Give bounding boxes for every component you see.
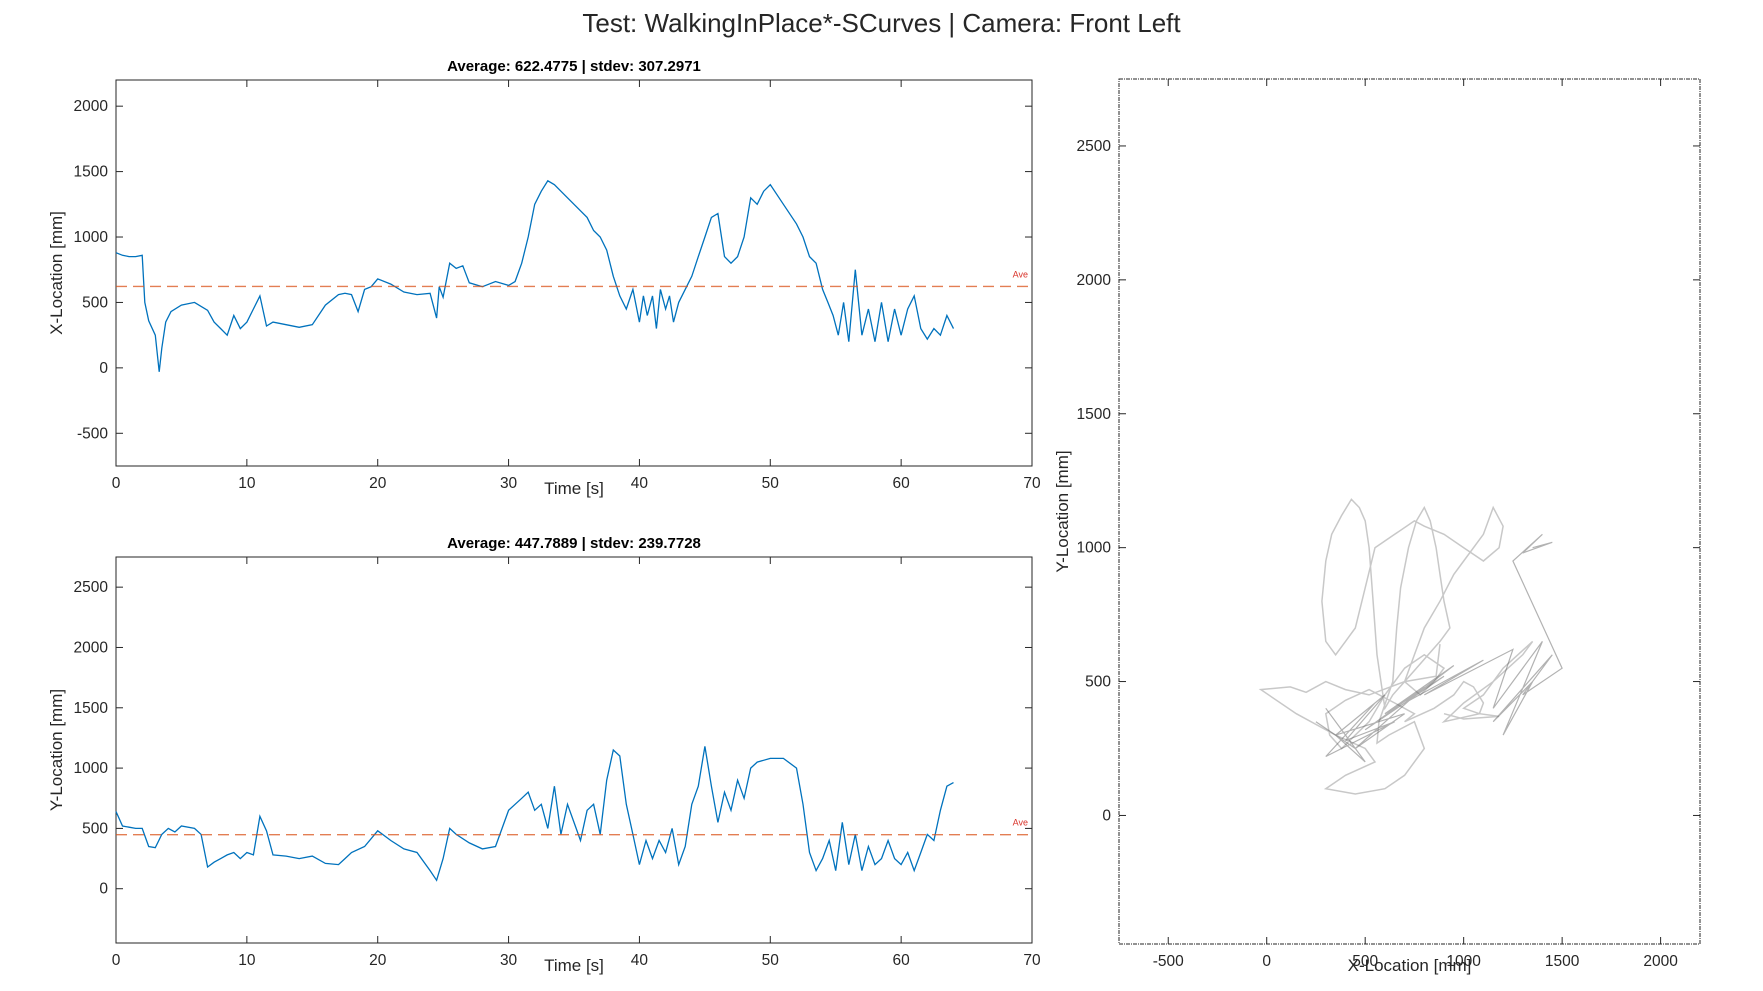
plot-frame — [115, 79, 1033, 467]
y-tick-label: 1500 — [1077, 406, 1112, 423]
y-axis-label: X-Location [mm] — [47, 211, 66, 335]
average-label: Ave — [1013, 269, 1028, 279]
y-tick-label: 0 — [99, 360, 108, 377]
plot-frame — [115, 556, 1033, 944]
x-tick-label: 1000 — [1446, 953, 1481, 970]
x-tick-label: 1500 — [1545, 953, 1580, 970]
x-tick-label: 20 — [369, 952, 387, 969]
y-tick-label: 0 — [1102, 807, 1111, 824]
y-location-time-plot: 0 10 20 30 40 50 60 70 0 500 1000 1500 2000 2500 Avera… — [47, 535, 1041, 975]
y-tick-label: 2000 — [74, 98, 109, 115]
y-tick-label: 1000 — [74, 229, 109, 246]
x-tick-label: -500 — [1153, 953, 1184, 970]
y-tick-label: 1500 — [74, 700, 109, 717]
y-tick-label: 500 — [82, 294, 108, 311]
y-tick-label: 0 — [99, 881, 108, 898]
series-line-x-location — [115, 179, 955, 372]
x-tick-label: 50 — [762, 475, 780, 492]
x-tick-label: 10 — [238, 475, 256, 492]
y-tick-label: -500 — [77, 425, 108, 442]
y-tick-label: 500 — [1085, 674, 1111, 691]
y-tick-label: 2500 — [74, 579, 109, 596]
average-label: Ave — [1013, 818, 1028, 828]
x-tick-label: 0 — [1262, 953, 1271, 970]
figure-title: Test: WalkingInPlace*-SCurves | Camera: … — [582, 8, 1181, 38]
y-tick-label: 2000 — [1077, 272, 1112, 289]
x-tick-label: 60 — [893, 475, 911, 492]
x-location-time-plot: 0 10 20 30 40 50 60 70 -500 0 500 1000 1500 2000 Avera… — [47, 58, 1041, 498]
x-tick-label: 70 — [1023, 475, 1041, 492]
x-tick-label: 40 — [631, 952, 649, 969]
x-tick-label: 50 — [762, 952, 780, 969]
plot-frame — [1118, 78, 1701, 945]
x-tick-label: 40 — [631, 475, 649, 492]
x-tick-label: 2000 — [1643, 953, 1678, 970]
x-tick-label: 20 — [369, 475, 387, 492]
x-axis-label: Time [s] — [544, 956, 604, 975]
x-axis-label: X-Location [mm] — [1348, 956, 1472, 975]
y-axis-label: Y-Location [mm] — [47, 689, 66, 811]
x-tick-label: 30 — [500, 952, 518, 969]
x-tick-label: 70 — [1023, 952, 1041, 969]
series-line-trajectory-dark — [1315, 533, 1563, 763]
plot-title: Average: 447.7889 | stdev: 239.7728 — [447, 535, 701, 552]
y-tick-label: 1000 — [74, 760, 109, 777]
y-tick-label: 2000 — [74, 639, 109, 656]
x-tick-label: 30 — [500, 475, 518, 492]
y-tick-label: 1500 — [74, 164, 109, 181]
x-tick-label: 500 — [1352, 953, 1378, 970]
xy-trajectory-plot: -500 0 500 1000 1500 2000 0 500 1000 1500 2000 2500… — [1053, 78, 1701, 975]
y-tick-label: 2500 — [1077, 138, 1112, 155]
x-tick-label: 0 — [112, 475, 121, 492]
y-tick-label: 1000 — [1077, 540, 1112, 557]
plot-title: Average: 622.4775 | stdev: 307.2971 — [447, 58, 701, 75]
series-line-trajectory-light — [1258, 498, 1534, 795]
series-line-y-location — [115, 746, 954, 882]
y-axis-label: Y-Location [mm] — [1053, 450, 1072, 572]
x-tick-label: 0 — [112, 952, 121, 969]
y-tick-label: 500 — [82, 820, 108, 837]
x-tick-label: 60 — [893, 952, 911, 969]
x-axis-label: Time [s] — [544, 479, 604, 498]
x-tick-label: 10 — [238, 952, 256, 969]
